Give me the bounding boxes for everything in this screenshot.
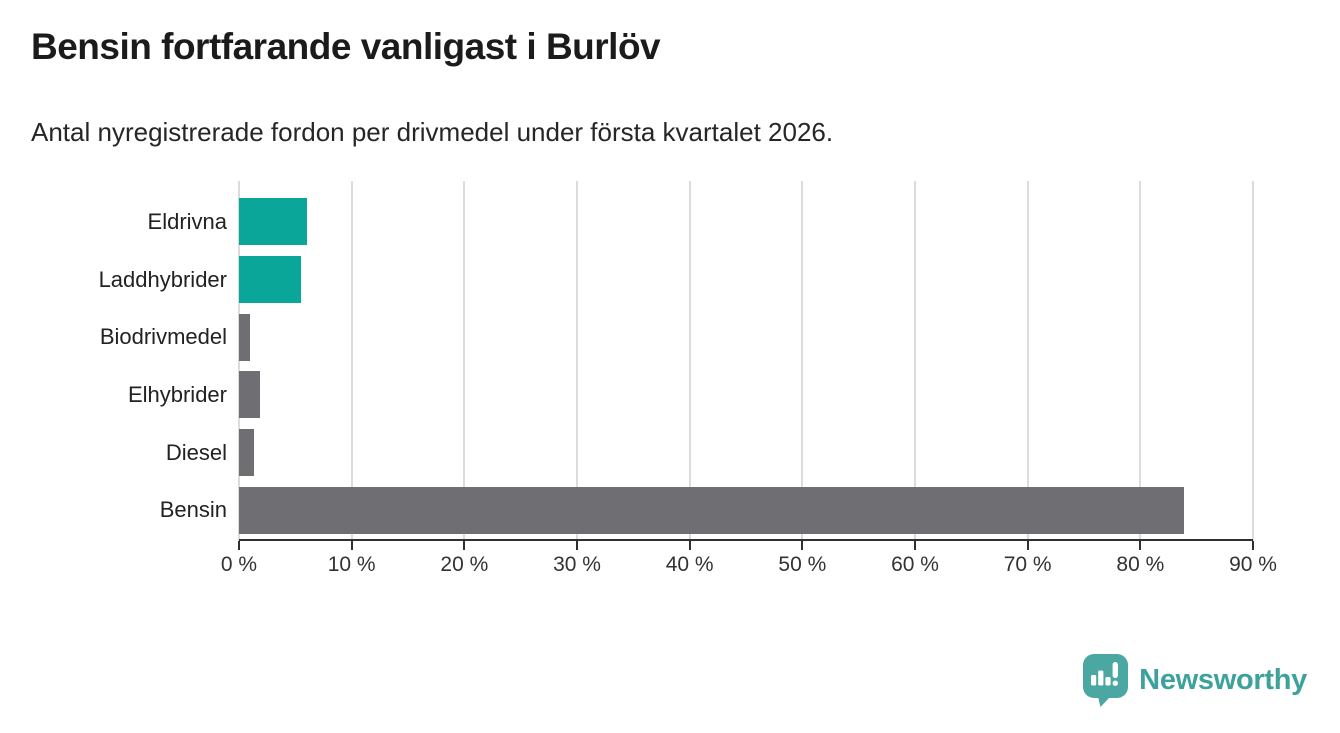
gridline xyxy=(576,181,578,541)
chart-subtitle: Antal nyregistrerade fordon per drivmede… xyxy=(31,117,834,147)
bar-row xyxy=(239,366,1253,424)
x-axis-tick-labels: 0 % 10 % 20 % 30 % 40 % 50 % 60 % 70 % 80 % 90 % xyxy=(221,553,1277,583)
gridline xyxy=(350,181,353,541)
newsworthy-logo: Newsworthy xyxy=(1083,654,1307,707)
bar-row xyxy=(239,424,1253,482)
category-label: Diesel xyxy=(165,439,227,465)
x-tick-label: 0 % xyxy=(220,553,258,576)
bar-series xyxy=(239,193,1253,539)
bar-row xyxy=(239,251,1253,309)
x-tick-label: 70 % xyxy=(1003,553,1052,576)
y-axis-labels: Eldrivna Laddhybrider Biodrivmedel Elhybrid… xyxy=(0,193,227,539)
category-label: Bensin xyxy=(159,497,227,523)
x-tick-label: 50 % xyxy=(778,553,827,576)
x-tick-mark xyxy=(688,541,691,550)
x-tick-label: 60 % xyxy=(891,553,939,576)
x-tick-label: 80 % xyxy=(1116,553,1165,576)
x-tick-mark xyxy=(238,541,240,550)
x-tick-label: 30 % xyxy=(553,553,601,576)
bar-eldrivna xyxy=(239,198,307,246)
plot-area xyxy=(238,181,1254,550)
category-label: Eldrivna xyxy=(147,208,227,234)
bar-laddhybrider xyxy=(239,256,301,303)
bar-row xyxy=(239,481,1253,539)
gridline xyxy=(914,181,916,541)
x-tick-mark xyxy=(463,541,466,550)
newsworthy-wordmark: Newsworthy xyxy=(1139,664,1307,696)
category-label: Biodrivmedel xyxy=(99,324,227,350)
x-tick-label: 90 % xyxy=(1229,553,1277,576)
gridline xyxy=(238,181,240,541)
gridline xyxy=(1026,181,1029,541)
gridline xyxy=(463,181,466,541)
x-tick-label: 20 % xyxy=(440,553,489,576)
gridline xyxy=(801,181,804,541)
x-axis-line xyxy=(239,539,1253,541)
x-tick-mark xyxy=(1252,541,1254,550)
x-tick-mark xyxy=(1026,541,1029,550)
newsworthy-pin-icon xyxy=(1083,654,1129,707)
category-label: Laddhybrider xyxy=(98,266,227,292)
x-tick-mark xyxy=(914,541,916,550)
x-tick-label: 10 % xyxy=(327,553,376,576)
bar-elhybrider xyxy=(239,371,261,419)
bar-row xyxy=(239,193,1253,251)
x-tick-mark xyxy=(1139,541,1142,550)
chart-title: Bensin fortfarande vanligast i Burlöv xyxy=(31,26,661,67)
x-tick-mark xyxy=(576,541,578,550)
gridline xyxy=(1252,181,1254,541)
bar-bensin xyxy=(239,486,1185,534)
x-tick-mark xyxy=(801,541,804,550)
bar-row xyxy=(239,308,1253,366)
category-label: Elhybrider xyxy=(127,381,227,407)
x-tick-mark xyxy=(350,541,353,550)
bar-biodrivmedel xyxy=(239,313,251,361)
gridline xyxy=(1139,181,1142,541)
gridline xyxy=(688,181,691,541)
bar-diesel xyxy=(239,429,254,477)
x-tick-label: 40 % xyxy=(665,553,714,576)
